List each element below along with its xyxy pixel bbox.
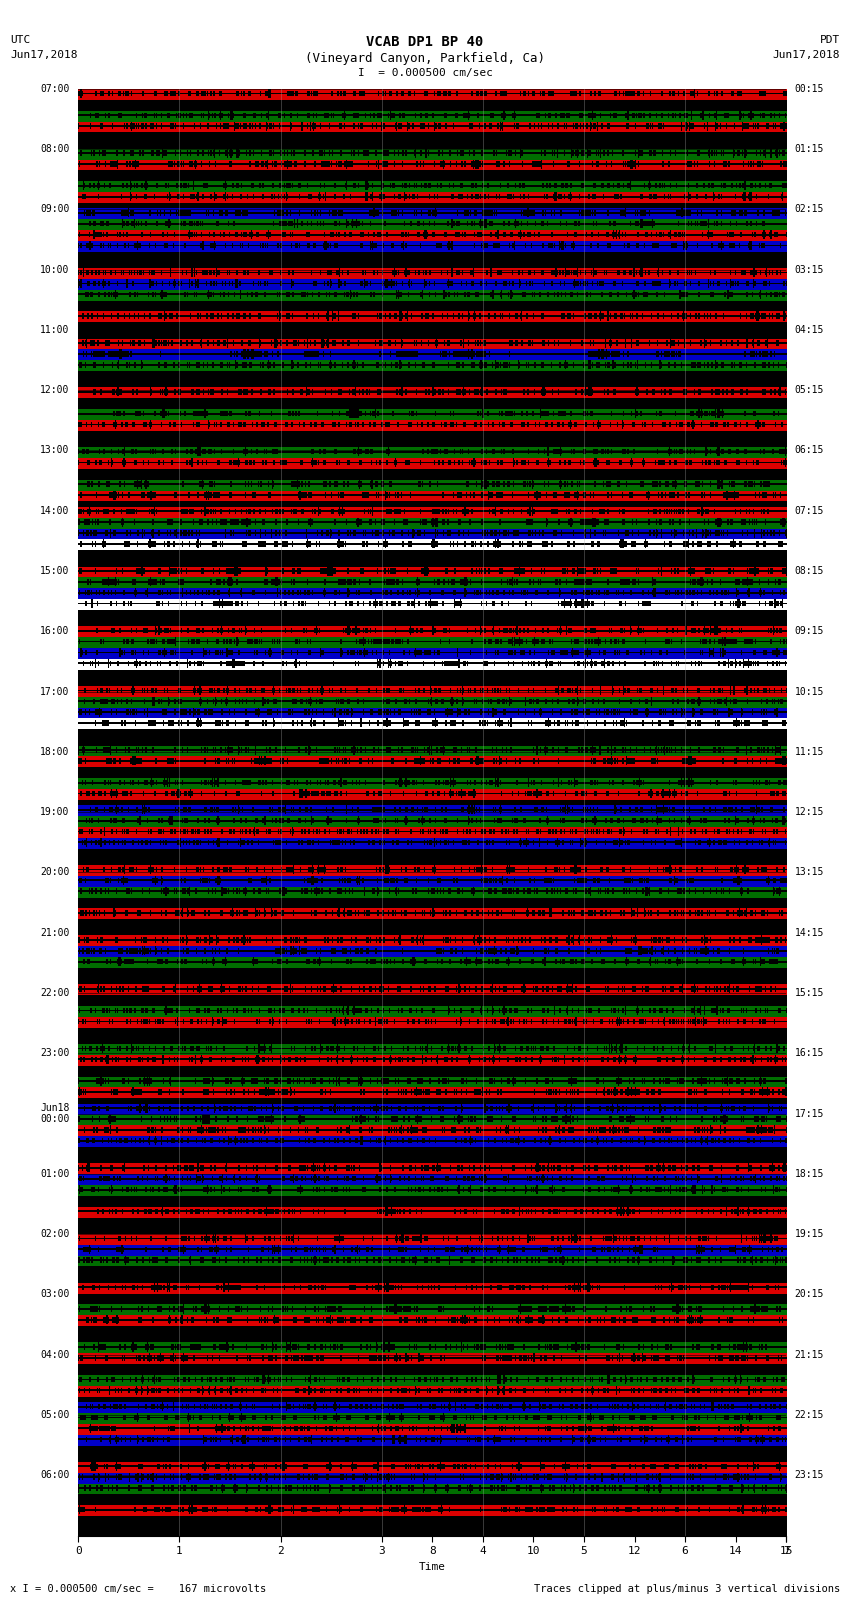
Text: 10:00: 10:00	[40, 265, 70, 274]
Text: PDT: PDT	[819, 35, 840, 45]
Text: 21:15: 21:15	[795, 1350, 824, 1360]
Text: 18:15: 18:15	[795, 1169, 824, 1179]
Text: 11:00: 11:00	[40, 324, 70, 336]
Text: 13:15: 13:15	[795, 868, 824, 877]
Text: 13:00: 13:00	[40, 445, 70, 455]
Text: 08:15: 08:15	[795, 566, 824, 576]
Text: 06:00: 06:00	[40, 1471, 70, 1481]
Text: 03:00: 03:00	[40, 1289, 70, 1300]
Text: 03:15: 03:15	[795, 265, 824, 274]
Text: 05:15: 05:15	[795, 386, 824, 395]
Text: 10:15: 10:15	[795, 687, 824, 697]
Text: 20:15: 20:15	[795, 1289, 824, 1300]
Text: 18:00: 18:00	[40, 747, 70, 756]
Text: Jun17,2018: Jun17,2018	[10, 50, 77, 60]
Text: 06:15: 06:15	[795, 445, 824, 455]
Text: UTC: UTC	[10, 35, 31, 45]
Text: 17:15: 17:15	[795, 1108, 824, 1118]
Text: 02:00: 02:00	[40, 1229, 70, 1239]
Text: 09:00: 09:00	[40, 205, 70, 215]
Text: 22:15: 22:15	[795, 1410, 824, 1419]
Text: 16:00: 16:00	[40, 626, 70, 636]
Text: 08:00: 08:00	[40, 144, 70, 153]
Text: 00:15: 00:15	[795, 84, 824, 94]
Text: 23:15: 23:15	[795, 1471, 824, 1481]
Text: 05:00: 05:00	[40, 1410, 70, 1419]
Text: 17:00: 17:00	[40, 687, 70, 697]
Text: 09:15: 09:15	[795, 626, 824, 636]
Text: Jun17,2018: Jun17,2018	[773, 50, 840, 60]
Text: 07:15: 07:15	[795, 506, 824, 516]
Text: 04:15: 04:15	[795, 324, 824, 336]
Text: 12:15: 12:15	[795, 806, 824, 818]
Text: x I = 0.000500 cm/sec =    167 microvolts: x I = 0.000500 cm/sec = 167 microvolts	[10, 1584, 266, 1594]
Text: Traces clipped at plus/minus 3 vertical divisions: Traces clipped at plus/minus 3 vertical …	[534, 1584, 840, 1594]
Text: 14:15: 14:15	[795, 927, 824, 937]
Text: 15:00: 15:00	[40, 566, 70, 576]
Text: 01:15: 01:15	[795, 144, 824, 153]
Text: 16:15: 16:15	[795, 1048, 824, 1058]
Text: 23:00: 23:00	[40, 1048, 70, 1058]
Text: 02:15: 02:15	[795, 205, 824, 215]
Text: VCAB DP1 BP 40: VCAB DP1 BP 40	[366, 35, 484, 50]
Text: 21:00: 21:00	[40, 927, 70, 937]
Text: (Vineyard Canyon, Parkfield, Ca): (Vineyard Canyon, Parkfield, Ca)	[305, 52, 545, 65]
Text: 19:00: 19:00	[40, 806, 70, 818]
Text: I  = 0.000500 cm/sec: I = 0.000500 cm/sec	[358, 68, 492, 77]
Text: Time: Time	[419, 1561, 445, 1571]
Text: 15:15: 15:15	[795, 989, 824, 998]
Text: 11:15: 11:15	[795, 747, 824, 756]
Text: 22:00: 22:00	[40, 989, 70, 998]
Text: Jun18
00:00: Jun18 00:00	[40, 1103, 70, 1124]
Text: 20:00: 20:00	[40, 868, 70, 877]
Text: 19:15: 19:15	[795, 1229, 824, 1239]
Text: 07:00: 07:00	[40, 84, 70, 94]
Text: 04:00: 04:00	[40, 1350, 70, 1360]
Text: 01:00: 01:00	[40, 1169, 70, 1179]
Text: 14:00: 14:00	[40, 506, 70, 516]
Text: 12:00: 12:00	[40, 386, 70, 395]
